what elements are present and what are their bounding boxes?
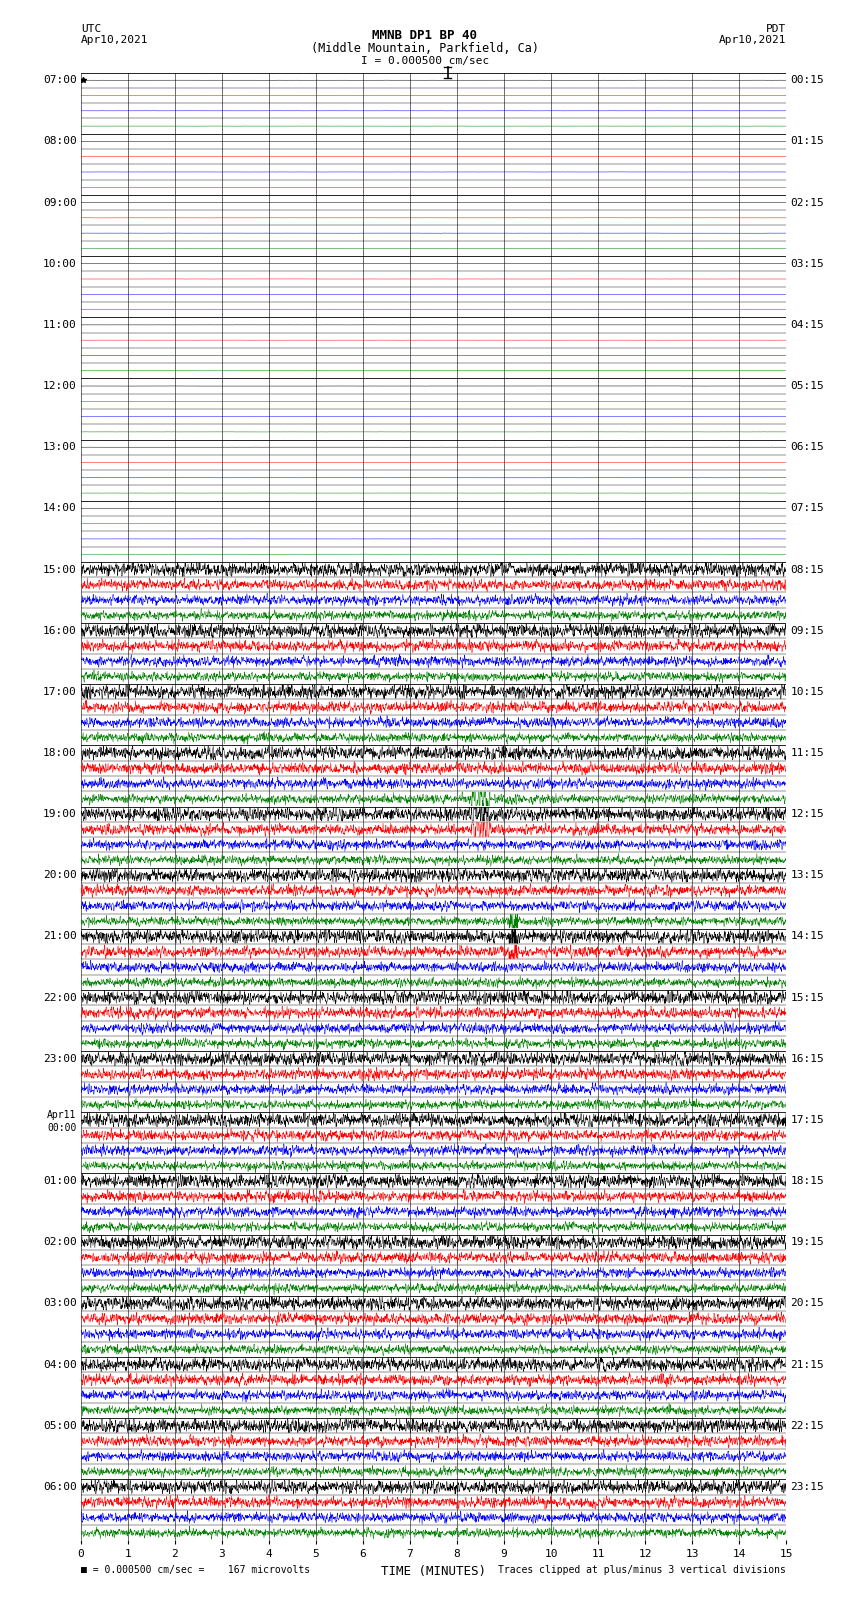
Text: 15:15: 15:15 <box>790 992 824 1003</box>
Text: 05:15: 05:15 <box>790 381 824 390</box>
Text: 10:00: 10:00 <box>42 258 76 269</box>
Text: 17:15: 17:15 <box>790 1115 824 1124</box>
Text: UTC
Apr10,2021: UTC Apr10,2021 <box>81 24 148 45</box>
Text: 06:15: 06:15 <box>790 442 824 452</box>
Text: I = 0.000500 cm/sec: I = 0.000500 cm/sec <box>361 56 489 66</box>
Text: 18:00: 18:00 <box>42 748 76 758</box>
Text: 11:15: 11:15 <box>790 748 824 758</box>
Text: 23:00: 23:00 <box>42 1053 76 1065</box>
Text: ■ = 0.000500 cm/sec =    167 microvolts: ■ = 0.000500 cm/sec = 167 microvolts <box>81 1565 310 1574</box>
Text: 17:00: 17:00 <box>42 687 76 697</box>
Text: 09:00: 09:00 <box>42 197 76 208</box>
Text: 02:15: 02:15 <box>790 197 824 208</box>
Text: 14:15: 14:15 <box>790 931 824 942</box>
Text: 01:15: 01:15 <box>790 137 824 147</box>
Text: 08:15: 08:15 <box>790 565 824 574</box>
Text: 03:00: 03:00 <box>42 1298 76 1308</box>
Text: 16:00: 16:00 <box>42 626 76 636</box>
Text: 08:00: 08:00 <box>42 137 76 147</box>
Text: 22:00: 22:00 <box>42 992 76 1003</box>
Text: 15:00: 15:00 <box>42 565 76 574</box>
Text: 07:15: 07:15 <box>790 503 824 513</box>
Text: 13:15: 13:15 <box>790 871 824 881</box>
Text: 07:00: 07:00 <box>42 76 76 85</box>
Text: 21:00: 21:00 <box>42 931 76 942</box>
Text: 13:00: 13:00 <box>42 442 76 452</box>
Text: 02:00: 02:00 <box>42 1237 76 1247</box>
Text: 12:00: 12:00 <box>42 381 76 390</box>
Text: (Middle Mountain, Parkfield, Ca): (Middle Mountain, Parkfield, Ca) <box>311 42 539 55</box>
Text: 10:15: 10:15 <box>790 687 824 697</box>
Text: 22:15: 22:15 <box>790 1421 824 1431</box>
Text: 05:00: 05:00 <box>42 1421 76 1431</box>
Text: 18:15: 18:15 <box>790 1176 824 1186</box>
Text: 06:00: 06:00 <box>42 1482 76 1492</box>
Text: 09:15: 09:15 <box>790 626 824 636</box>
Text: Apr11: Apr11 <box>47 1110 76 1119</box>
Text: 20:00: 20:00 <box>42 871 76 881</box>
Text: 12:15: 12:15 <box>790 810 824 819</box>
Text: 04:15: 04:15 <box>790 319 824 331</box>
Text: 11:00: 11:00 <box>42 319 76 331</box>
Text: MMNB DP1 BP 40: MMNB DP1 BP 40 <box>372 29 478 42</box>
Text: 19:00: 19:00 <box>42 810 76 819</box>
Text: 20:15: 20:15 <box>790 1298 824 1308</box>
Text: 19:15: 19:15 <box>790 1237 824 1247</box>
Text: 21:15: 21:15 <box>790 1360 824 1369</box>
X-axis label: TIME (MINUTES): TIME (MINUTES) <box>381 1565 486 1578</box>
Text: 00:00: 00:00 <box>47 1123 76 1132</box>
Text: 01:00: 01:00 <box>42 1176 76 1186</box>
Text: PDT
Apr10,2021: PDT Apr10,2021 <box>719 24 786 45</box>
Text: 03:15: 03:15 <box>790 258 824 269</box>
Text: 16:15: 16:15 <box>790 1053 824 1065</box>
Text: Traces clipped at plus/minus 3 vertical divisions: Traces clipped at plus/minus 3 vertical … <box>498 1565 786 1574</box>
Text: 00:15: 00:15 <box>790 76 824 85</box>
Text: 04:00: 04:00 <box>42 1360 76 1369</box>
Text: 23:15: 23:15 <box>790 1482 824 1492</box>
Text: 14:00: 14:00 <box>42 503 76 513</box>
